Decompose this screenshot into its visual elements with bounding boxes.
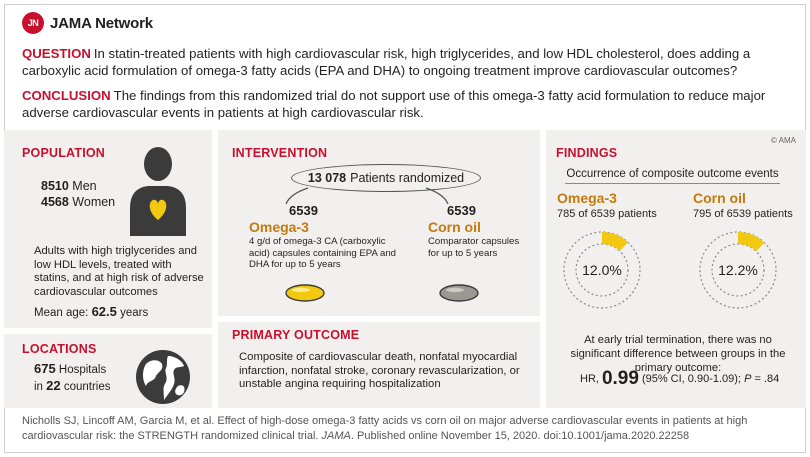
conclusion-label: CONCLUSION xyxy=(22,88,111,103)
hazard-ratio-line: HR, 0.99 (95% CI, 0.90-1.09); P = .84 xyxy=(580,366,780,389)
locations-text: 675 Hospitals in 22 countries xyxy=(34,361,111,395)
conclusion-block: CONCLUSION The findings from this randomi… xyxy=(22,87,794,121)
mean-age-label: Mean age: xyxy=(34,307,89,319)
panel-divider xyxy=(212,130,218,408)
p-value: = .84 xyxy=(754,373,780,385)
men-count: 8510 xyxy=(41,179,69,193)
question-block: QUESTION In statin-treated patients with … xyxy=(22,45,794,79)
mean-age-unit: years xyxy=(120,307,149,319)
citation-journal: JAMA xyxy=(321,429,351,442)
population-counts: 8510 Men 4568 Women xyxy=(41,178,115,210)
logo-text: JAMA Network xyxy=(50,14,153,32)
hr-label: HR, xyxy=(580,373,599,385)
findings-note: At early trial termination, there was no… xyxy=(570,334,786,374)
hr-ci: (95% CI, 0.90-1.09); xyxy=(641,373,741,385)
corn-arm-description: Comparator capsules for up to 5 years xyxy=(428,236,520,259)
findings-omega-count: 785 of 6539 patients xyxy=(557,208,657,220)
randomization-arrows xyxy=(285,187,449,205)
primary-outcome-text: Composite of cardiovascular death, nonfa… xyxy=(239,351,520,390)
omega-capsule-icon xyxy=(285,284,325,302)
mean-age: Mean age: 62.5 years xyxy=(34,304,148,319)
randomized-count: 13 078 xyxy=(307,171,347,185)
locations-title: LOCATIONS xyxy=(22,342,97,356)
findings-corn-count: 795 of 6539 patients xyxy=(693,208,793,220)
population-description: Adults with high triglycerides and low H… xyxy=(34,245,204,298)
citation-text: Nicholls SJ, Lincoff AM, Garcia M, et al… xyxy=(22,415,748,442)
p-label: P xyxy=(744,373,752,385)
mean-age-value: 62.5 xyxy=(91,304,117,319)
panel-divider xyxy=(540,130,546,408)
corn-oil-capsule-icon xyxy=(439,284,479,302)
omega-donut-chart xyxy=(563,231,641,309)
conclusion-text: The findings from this randomized trial … xyxy=(22,88,766,120)
jama-network-logo[interactable]: JN JAMA Network xyxy=(22,12,153,34)
women-label: Women xyxy=(72,195,116,209)
intervention-title: INTERVENTION xyxy=(232,146,328,160)
corn-donut-chart xyxy=(699,231,777,309)
jn-badge-icon: JN xyxy=(22,12,44,34)
hospitals-count: 675 xyxy=(34,361,56,376)
corn-percent: 12.2% xyxy=(718,262,758,278)
hr-value: 0.99 xyxy=(601,368,639,389)
randomized-oval: 13 078 Patients randomized xyxy=(291,164,481,192)
corn-arm-name: Corn oil xyxy=(428,219,481,235)
person-heart-icon xyxy=(130,147,186,236)
countries-count: 22 xyxy=(46,378,61,393)
copyright: © AMA xyxy=(770,136,796,145)
findings-subtitle: Occurrence of composite outcome events xyxy=(565,168,780,184)
primary-outcome-title: PRIMARY OUTCOME xyxy=(232,328,360,342)
findings-omega-name: Omega-3 xyxy=(557,190,617,206)
corn-arm-n: 6539 xyxy=(447,203,476,218)
question-text: In statin-treated patients with high car… xyxy=(22,46,751,78)
citation-publication: . Published online November 15, 2020. do… xyxy=(350,429,690,442)
omega-percent: 12.0% xyxy=(582,262,622,278)
findings-corn-name: Corn oil xyxy=(693,190,746,206)
question-label: QUESTION xyxy=(22,46,91,61)
men-label: Men xyxy=(72,179,97,193)
citation: Nicholls SJ, Lincoff AM, Garcia M, et al… xyxy=(22,414,798,443)
population-title: POPULATION xyxy=(22,146,106,160)
corn-event-segment xyxy=(738,232,765,252)
panel-divider xyxy=(218,316,540,322)
in-label: in xyxy=(34,381,43,393)
hospitals-label: Hospitals xyxy=(58,364,107,376)
countries-label: countries xyxy=(63,381,111,393)
omega-event-segment xyxy=(602,232,629,252)
women-count: 4568 xyxy=(41,195,69,209)
omega-arm-description: 4 g/d of omega-3 CA (carboxylic acid) ca… xyxy=(249,236,397,270)
panel-divider xyxy=(4,328,216,334)
randomized-label: Patients randomized xyxy=(350,171,465,185)
globe-icon xyxy=(136,350,190,404)
omega-arm-n: 6539 xyxy=(289,203,318,218)
findings-title: FINDINGS xyxy=(556,146,618,160)
omega-arm-name: Omega-3 xyxy=(249,219,309,235)
